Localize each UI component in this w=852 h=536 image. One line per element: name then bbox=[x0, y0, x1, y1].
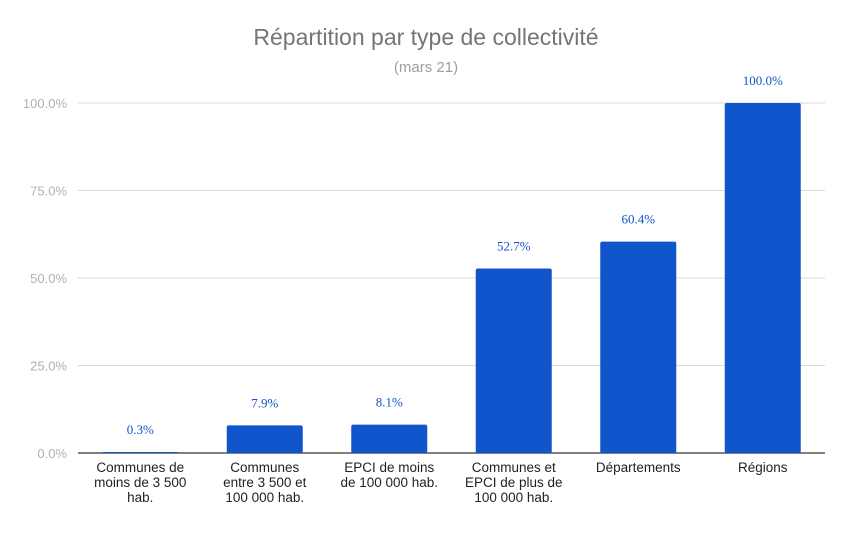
data-label: 60.4% bbox=[621, 212, 655, 227]
data-label: 100.0% bbox=[743, 73, 783, 88]
y-tick-label: 75.0% bbox=[30, 184, 67, 199]
x-tick-label: Communes entre 3 500 et 100 000 hab. bbox=[223, 460, 307, 505]
bar bbox=[600, 241, 677, 453]
x-tick-label: EPCI de moins de 100 000 hab. bbox=[340, 460, 439, 490]
chart-title: Répartition par type de collectivité bbox=[253, 24, 599, 50]
data-label: 7.9% bbox=[251, 395, 278, 410]
y-tick-label: 50.0% bbox=[30, 271, 67, 286]
x-tick-label: Communes de moins de 3 500 hab. bbox=[94, 460, 187, 505]
x-tick-label: Régions bbox=[737, 460, 788, 475]
data-label: 52.7% bbox=[497, 239, 531, 254]
bar bbox=[351, 424, 428, 453]
bar bbox=[724, 103, 801, 453]
x-tick-label: Communes et EPCI de plus de 100 000 hab. bbox=[464, 460, 563, 505]
data-label: 0.3% bbox=[127, 422, 154, 437]
chart-subtitle: (mars 21) bbox=[393, 59, 459, 76]
data-label: 8.1% bbox=[376, 395, 403, 410]
bar bbox=[102, 451, 179, 453]
bar bbox=[226, 425, 303, 453]
y-tick-label: 0.0% bbox=[37, 446, 67, 461]
bar bbox=[475, 268, 552, 453]
x-tick-label: Départements bbox=[595, 460, 681, 475]
y-tick-label: 100.0% bbox=[23, 96, 68, 111]
y-tick-label: 25.0% bbox=[30, 359, 67, 374]
